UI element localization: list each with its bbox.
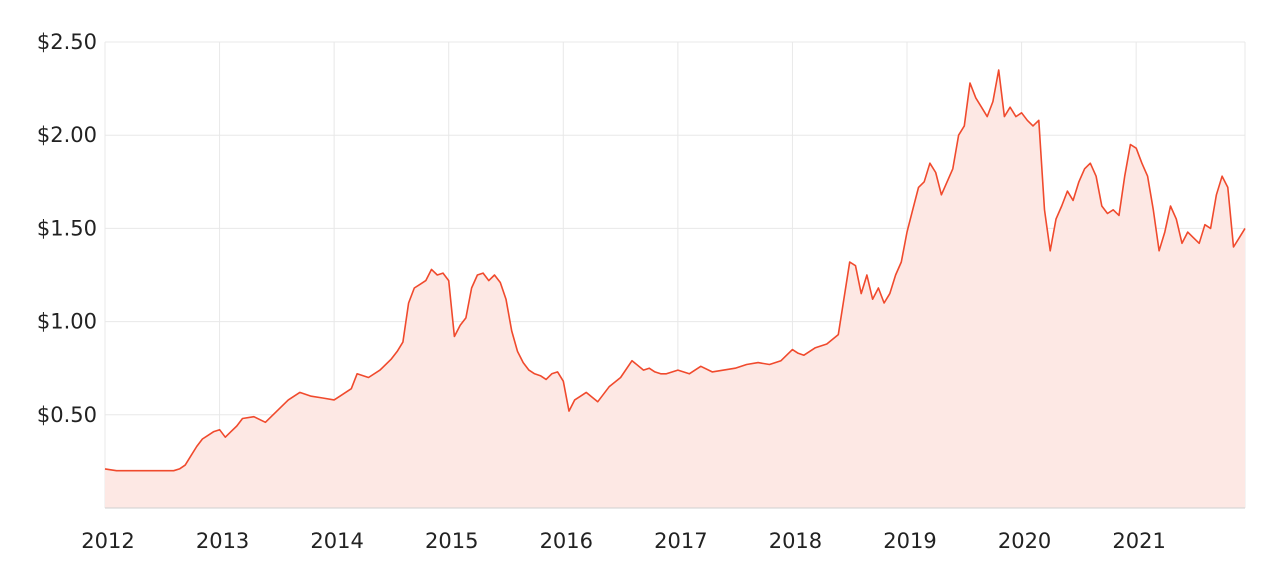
x-tick-label: 2021 xyxy=(1112,529,1165,553)
y-tick-label: $1.50 xyxy=(37,216,97,240)
y-tick-label: $1.00 xyxy=(37,310,97,334)
x-tick-label: 2017 xyxy=(654,529,707,553)
price-line xyxy=(104,69,1246,472)
x-tick-label: 2013 xyxy=(196,529,249,553)
x-tick-label: 2016 xyxy=(540,529,593,553)
y-tick-label: $2.00 xyxy=(37,123,97,147)
x-tick-label: 2015 xyxy=(425,529,478,553)
x-tick-label: 2012 xyxy=(81,529,134,553)
y-axis-labels: $0.50 $1.00 $1.50 $2.00 $2.50 xyxy=(37,30,97,427)
y-tick-label: $0.50 xyxy=(37,403,97,427)
x-tick-label: 2020 xyxy=(998,529,1051,553)
price-area-fill xyxy=(105,70,1245,508)
y-tick-label: $2.50 xyxy=(37,30,97,54)
x-tick-label: 2014 xyxy=(310,529,363,553)
x-axis-labels: 2012 2013 2014 2015 2016 2017 2018 2019 2020 2021 xyxy=(81,529,1166,553)
x-tick-label: 2019 xyxy=(883,529,936,553)
x-tick-label: 2018 xyxy=(769,529,822,553)
